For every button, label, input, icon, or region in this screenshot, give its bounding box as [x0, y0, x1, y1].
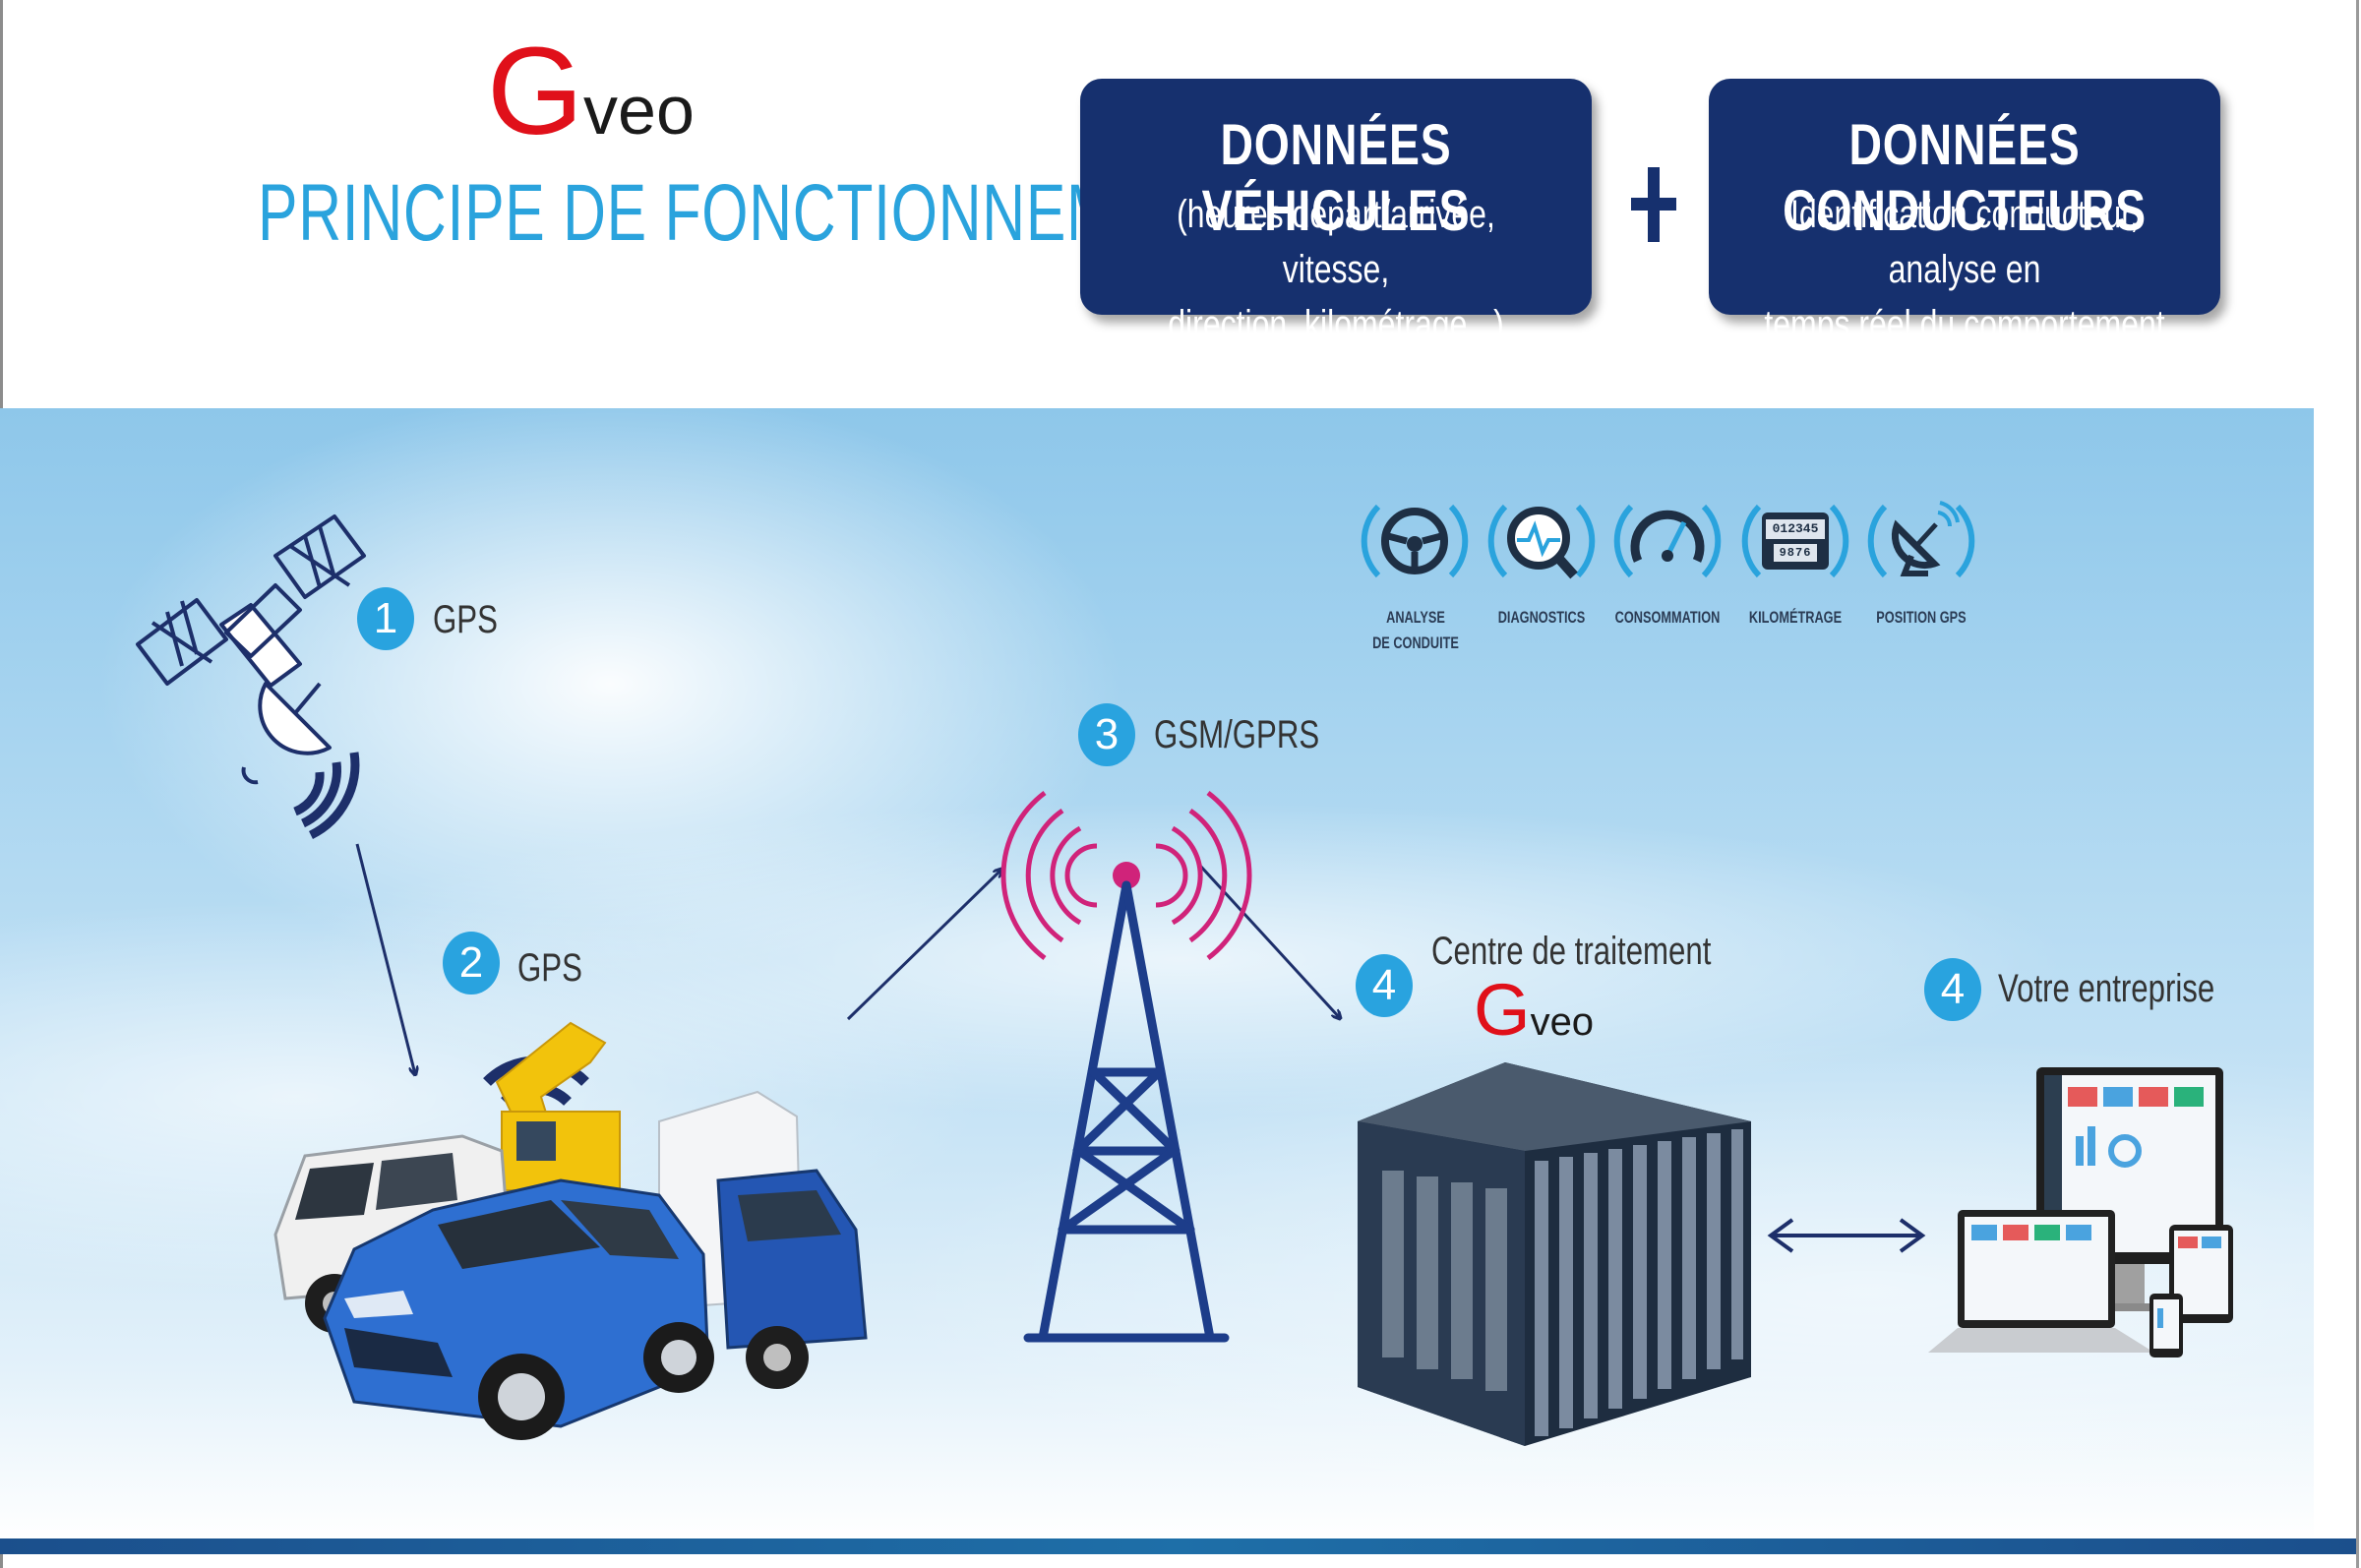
- step-number-badge: 3: [1078, 703, 1135, 766]
- driver-data-line: temps réel du comportement routier: [1764, 303, 2165, 401]
- excavator-icon: [495, 1021, 621, 1191]
- feature-label: CONSOMMATION: [1614, 608, 1721, 627]
- step-number-badge: 2: [443, 932, 500, 995]
- feature-label: KILOMÉTRAGE: [1748, 608, 1843, 627]
- laptop-icon: [1928, 1210, 2154, 1353]
- driver-data-box: DONNÉES CONDUCTEURS Identification condu…: [1709, 79, 2220, 401]
- satellite-dish-icon: [1867, 501, 1975, 578]
- logo-rest: veo: [583, 72, 695, 149]
- logo-initial: G: [1474, 969, 1531, 1051]
- driver-data-title: DONNÉES CONDUCTEURS: [1783, 113, 2147, 243]
- arrow-datacenter-enterprise: [1767, 1218, 1926, 1253]
- feature-label-line: ANALYSE: [1386, 608, 1445, 627]
- bottom-bar: [0, 1538, 2356, 1554]
- logo-rest: veo: [1530, 1000, 1595, 1044]
- vehicle-data-box: DONNÉES VÉHICULES (heures départ/arrivée…: [1080, 79, 1592, 346]
- odometer-bottom-digits: 9876: [1774, 544, 1817, 562]
- frame-right-border: [2356, 0, 2359, 1568]
- datacenter-server-icon: [1358, 1062, 1751, 1446]
- step-label: GPS: [517, 946, 582, 990]
- step-label: Centre de traitement: [1431, 930, 1712, 973]
- datacenter-logo: Gveo: [1474, 974, 1594, 1047]
- gauge-icon: [1613, 504, 1722, 578]
- tablet-icon: [2169, 1225, 2233, 1323]
- arrow-vehicles-to-tower: [846, 870, 1001, 1021]
- vehicle-data-title: DONNÉES VÉHICULES: [1201, 113, 1471, 243]
- step-number-badge: 1: [357, 587, 414, 650]
- odometer-icon: 012345 9876: [1741, 487, 1849, 595]
- feature-label: DIAGNOSTICS: [1497, 608, 1586, 627]
- driver-data-description: Identification conducteur, analyse en te…: [1760, 187, 2169, 407]
- logo-initial: G: [487, 22, 584, 160]
- satellite-icon: [136, 514, 366, 840]
- vehicle-data-line: direction, kilométrage...): [1168, 303, 1504, 346]
- vehicles-illustration: [273, 1021, 868, 1440]
- page-title: PRINCIPE DE FONCTIONNEMENT: [258, 168, 1239, 258]
- driver-data-line: Identification conducteur, analyse en: [1789, 193, 2140, 291]
- step-label: Votre entreprise: [1998, 967, 2215, 1010]
- step-label: GSM/GPRS: [1154, 713, 1320, 756]
- diagnostics-icon: [1487, 504, 1596, 579]
- vehicle-data-description: (heures départ/arrivée, vitesse, directi…: [1131, 187, 1541, 352]
- cell-tower-icon: [1000, 791, 1252, 1343]
- plus-icon: [1631, 167, 1676, 242]
- step-label: GPS: [433, 598, 498, 641]
- step-number-badge: 4: [1356, 954, 1413, 1017]
- car-icon: [323, 1178, 714, 1440]
- odometer-top-digits: 012345: [1766, 519, 1825, 539]
- step-number-badge: 4: [1924, 958, 1981, 1021]
- header-logo: Gveo: [487, 30, 695, 153]
- vehicle-data-line: (heures départ/arrivée, vitesse,: [1177, 193, 1495, 291]
- arrow-satellite-to-vehicles: [355, 843, 415, 1074]
- phone-icon: [2149, 1294, 2183, 1357]
- feature-label: ANALYSE DE CONDUITE: [1367, 605, 1464, 656]
- feature-label-line: DE CONDUITE: [1372, 633, 1459, 652]
- steering-wheel-icon: [1361, 504, 1469, 578]
- feature-label: POSITION GPS: [1876, 608, 1967, 627]
- devices-icon: [1928, 1067, 2233, 1357]
